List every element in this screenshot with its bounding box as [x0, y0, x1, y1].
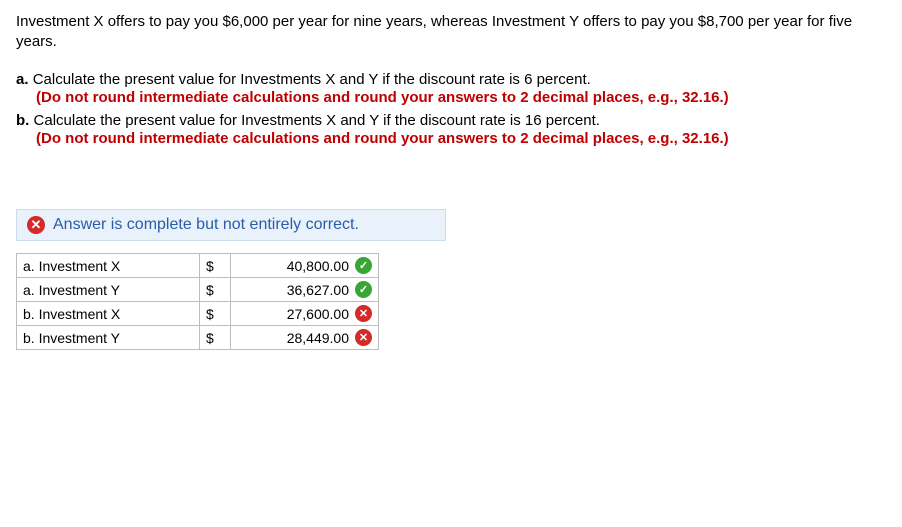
- question-a: a. Calculate the present value for Inves…: [16, 71, 886, 108]
- table-row: a. Investment X $ 40,800.00 ✓: [17, 254, 379, 278]
- currency-symbol: $: [200, 326, 231, 350]
- table-row: b. Investment Y $ 28,449.00 ✕: [17, 326, 379, 350]
- answers-table: a. Investment X $ 40,800.00 ✓ a. Investm…: [16, 253, 379, 350]
- problem-intro: Investment X offers to pay you $6,000 pe…: [16, 12, 886, 53]
- table-row: b. Investment X $ 27,600.00 ✕: [17, 302, 379, 326]
- feedback-text: Answer is complete but not entirely corr…: [53, 216, 359, 234]
- currency-symbol: $: [200, 254, 231, 278]
- x-icon: ✕: [355, 305, 372, 322]
- table-row: a. Investment Y $ 36,627.00 ✓: [17, 278, 379, 302]
- answer-cell[interactable]: 36,627.00 ✓: [231, 278, 379, 302]
- checkmark-icon: ✓: [355, 281, 372, 298]
- answer-value: 36,627.00: [287, 282, 349, 298]
- question-b-instruction: (Do not round intermediate calculations …: [36, 129, 886, 149]
- answer-value: 28,449.00: [287, 330, 349, 346]
- answer-value: 27,600.00: [287, 306, 349, 322]
- question-a-text: Calculate the present value for Investme…: [33, 71, 591, 88]
- currency-symbol: $: [200, 302, 231, 326]
- currency-symbol: $: [200, 278, 231, 302]
- answer-cell[interactable]: 28,449.00 ✕: [231, 326, 379, 350]
- answer-cell[interactable]: 40,800.00 ✓: [231, 254, 379, 278]
- question-b-letter: b.: [16, 112, 29, 129]
- question-a-instruction: (Do not round intermediate calculations …: [36, 88, 876, 108]
- x-icon: ✕: [355, 329, 372, 346]
- answer-value: 40,800.00: [287, 258, 349, 274]
- row-label: a. Investment X: [17, 254, 200, 278]
- question-a-letter: a.: [16, 71, 29, 88]
- checkmark-icon: ✓: [355, 257, 372, 274]
- row-label: a. Investment Y: [17, 278, 200, 302]
- question-b: b. Calculate the present value for Inves…: [16, 112, 886, 149]
- row-label: b. Investment X: [17, 302, 200, 326]
- answer-cell[interactable]: 27,600.00 ✕: [231, 302, 379, 326]
- feedback-bar: ✕ Answer is complete but not entirely co…: [16, 209, 446, 241]
- x-icon: ✕: [27, 216, 45, 234]
- row-label: b. Investment Y: [17, 326, 200, 350]
- question-b-text: Calculate the present value for Investme…: [34, 112, 600, 129]
